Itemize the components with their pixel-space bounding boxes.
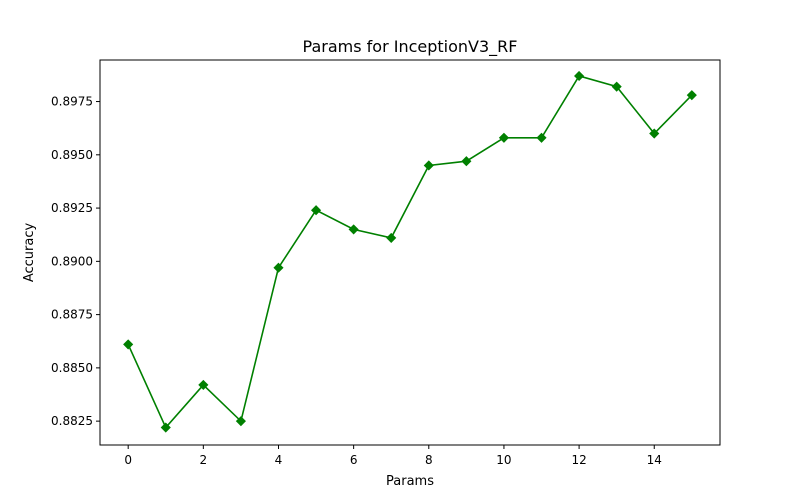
x-tick-label: 2 [200, 453, 208, 467]
series-line [127, 75, 693, 429]
chart-title: Params for InceptionV3_RF [303, 37, 518, 57]
y-tick-label: 0.8950 [51, 148, 93, 162]
data-point-marker [498, 132, 510, 143]
data-point-marker [123, 339, 134, 350]
y-tick-label: 0.8900 [51, 254, 93, 268]
x-tick-label: 6 [350, 453, 358, 467]
data-point-marker [198, 379, 209, 390]
data-point-marker [348, 224, 359, 235]
y-tick-label: 0.8850 [51, 361, 93, 375]
x-axis: 0 2 4 6 8 10 12 14 [124, 445, 662, 467]
data-point-marker [386, 232, 397, 243]
data-point-marker [574, 70, 585, 82]
data-point-marker [461, 156, 472, 167]
y-tick-label: 0.8975 [51, 95, 93, 109]
data-point-marker [423, 160, 434, 171]
x-tick-label: 14 [647, 453, 662, 467]
x-tick-label: 4 [275, 453, 283, 467]
data-point-marker [649, 128, 660, 139]
plot-area [123, 70, 697, 433]
x-tick-label: 0 [124, 453, 132, 467]
axes-frame [99, 59, 721, 446]
data-point-marker [235, 416, 246, 427]
data-point-marker [273, 262, 284, 273]
data-point-marker [611, 81, 622, 92]
y-tick-label: 0.8825 [51, 414, 93, 428]
data-point-marker [310, 205, 322, 216]
y-axis: 0.8825 0.8850 0.8875 0.8900 0.8925 0.8950 0.89… [51, 95, 100, 428]
data-point-marker [536, 132, 547, 143]
y-tick-label: 0.8925 [51, 201, 93, 215]
y-tick-label: 0.8875 [51, 308, 93, 322]
x-axis-label: Params [386, 474, 434, 489]
x-tick-label: 10 [496, 453, 511, 467]
x-tick-label: 12 [571, 453, 586, 467]
y-axis-label: Accuracy [22, 223, 37, 283]
data-point-marker [686, 90, 697, 101]
x-tick-label: 8 [425, 453, 433, 467]
data-point-marker [160, 422, 171, 433]
